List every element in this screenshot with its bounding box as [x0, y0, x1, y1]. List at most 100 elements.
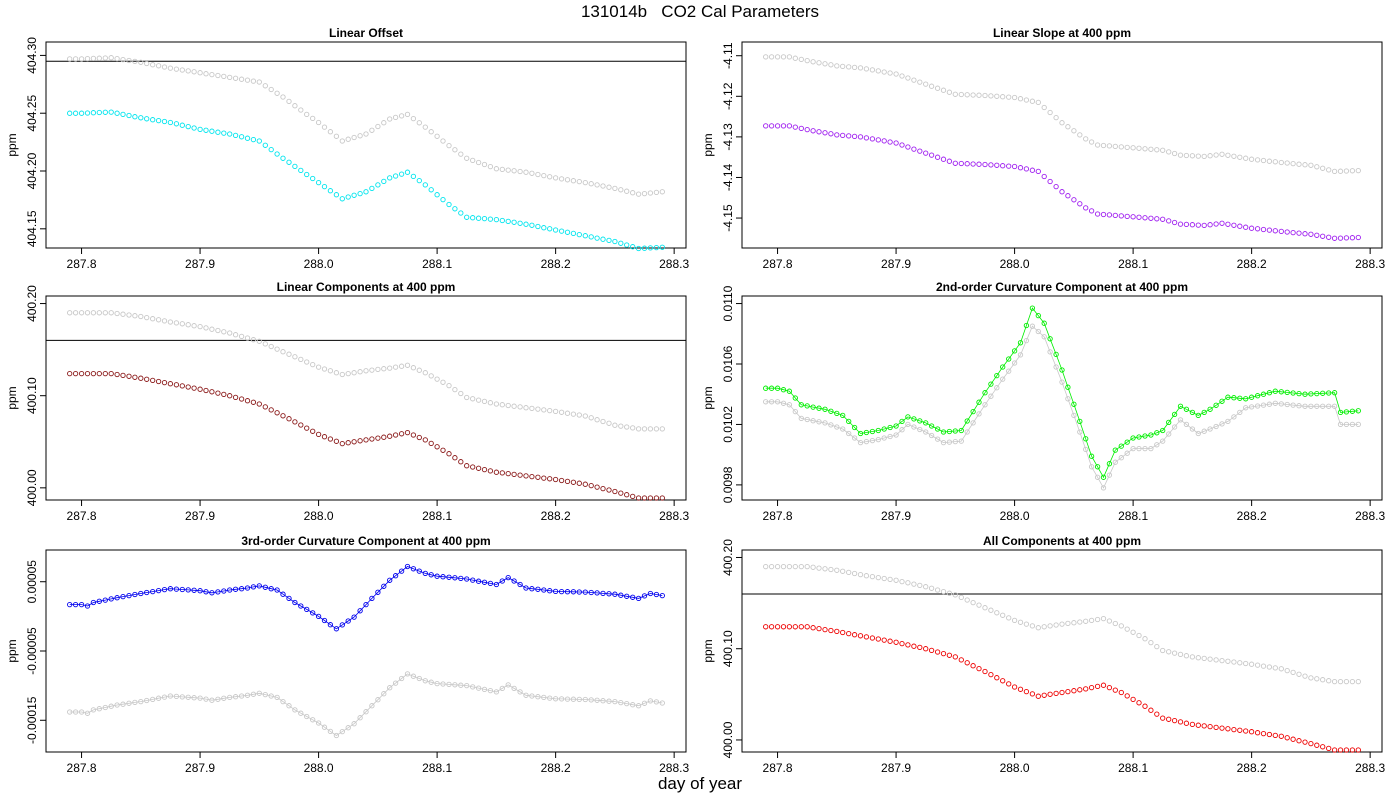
data-point [1053, 351, 1059, 358]
data-point [244, 335, 251, 341]
data-point [1053, 364, 1059, 370]
plot-frame [45, 549, 687, 753]
data-point [464, 576, 470, 582]
data-point [410, 566, 417, 572]
series-2 [67, 563, 665, 632]
data-point [780, 123, 787, 129]
data-point [1106, 618, 1113, 624]
data-point [1154, 711, 1160, 717]
data-point [940, 87, 947, 93]
plot-frame [45, 41, 687, 249]
data-point [179, 122, 185, 128]
data-point [541, 475, 547, 481]
data-point [493, 469, 500, 475]
data-point [1225, 221, 1231, 227]
data-point [958, 91, 964, 98]
data-point [179, 586, 185, 593]
data-point [940, 588, 947, 595]
series-line [69, 673, 663, 736]
data-point [363, 601, 369, 608]
data-point [863, 66, 870, 72]
data-point [292, 354, 298, 360]
data-point [90, 370, 97, 377]
data-point [624, 700, 630, 707]
data-point [1225, 726, 1231, 732]
data-point [78, 110, 85, 116]
data-point [333, 370, 340, 376]
data-point [899, 142, 905, 148]
data-point [840, 568, 846, 574]
data-point [434, 680, 440, 687]
data-point [108, 109, 114, 115]
data-point [96, 310, 102, 316]
data-point [970, 408, 976, 415]
data-point [132, 114, 138, 120]
data-point [185, 68, 191, 74]
data-point [576, 412, 582, 418]
data-point [268, 586, 274, 592]
data-point [339, 440, 345, 447]
y-tick-label: -4.12 [721, 82, 735, 110]
data-point [446, 451, 452, 457]
data-point [618, 490, 624, 496]
data-point [1112, 459, 1118, 465]
data-point [940, 156, 947, 162]
data-point [227, 694, 233, 701]
data-point [493, 581, 500, 588]
data-point [387, 365, 393, 371]
data-point [952, 654, 958, 660]
y-tick-label: 404.20 [25, 152, 39, 189]
data-point [624, 242, 630, 248]
data-point [1337, 747, 1344, 753]
data-point [1183, 421, 1190, 428]
data-point [786, 54, 793, 60]
data-point [822, 61, 828, 67]
data-point [286, 703, 292, 709]
data-point [1065, 124, 1071, 130]
data-point [988, 393, 994, 399]
data-point [1254, 157, 1261, 163]
data-point [304, 425, 310, 431]
data-point [535, 223, 541, 230]
data-point [529, 693, 535, 699]
data-point [653, 244, 660, 251]
data-point [191, 385, 197, 391]
data-point [1243, 405, 1249, 411]
data-point [846, 64, 852, 70]
data-point [763, 385, 769, 391]
data-point [1077, 429, 1083, 435]
data-point [1296, 671, 1302, 677]
data-point [1219, 657, 1225, 664]
data-point [970, 92, 976, 98]
data-point [869, 437, 876, 444]
x-tick-label: 288.0 [304, 509, 334, 523]
data-point [1136, 445, 1142, 452]
data-point [1349, 678, 1356, 685]
x-tick-label: 288.1 [1118, 761, 1148, 775]
data-point [1296, 403, 1302, 409]
data-point [144, 589, 150, 596]
data-point [268, 343, 274, 350]
data-point [375, 182, 381, 188]
data-point [185, 322, 191, 328]
data-point [274, 346, 280, 352]
data-point [552, 588, 559, 595]
data-point [262, 142, 268, 148]
data-point [1088, 453, 1095, 459]
figure-title: 131014b CO2 Cal Parameters [580, 2, 820, 21]
data-point [1083, 446, 1089, 453]
data-point [564, 478, 571, 485]
data-point [138, 313, 144, 320]
data-point [84, 370, 91, 377]
data-point [1355, 678, 1361, 685]
data-point [227, 587, 233, 593]
data-point [653, 699, 660, 705]
data-point [816, 565, 822, 571]
data-point [588, 697, 594, 703]
data-point [875, 574, 881, 581]
data-point [934, 154, 941, 160]
data-point [822, 626, 828, 633]
y-tick-label: 400.10 [721, 630, 735, 667]
y-tick-label: 0.0110 [721, 285, 735, 321]
data-point [458, 682, 464, 688]
